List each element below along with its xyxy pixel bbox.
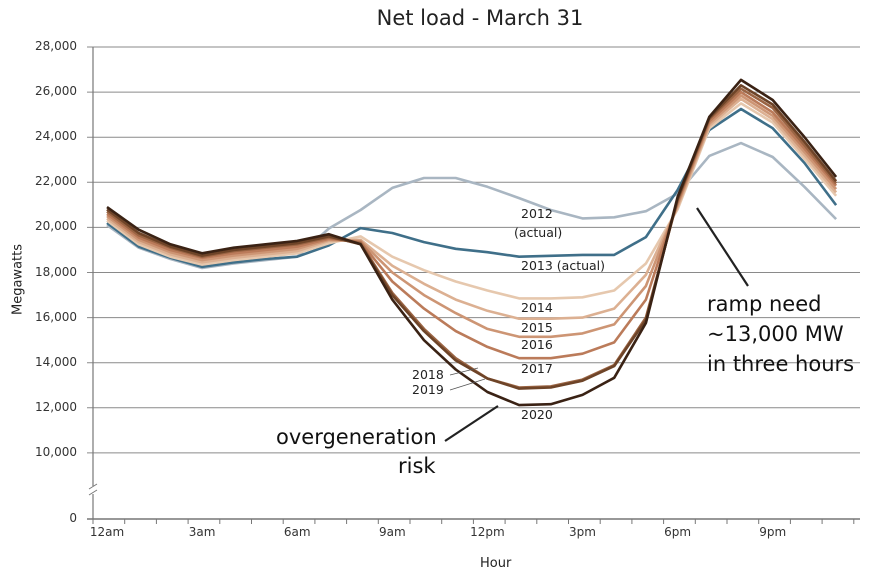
y-tick-label: 10,000 [35, 444, 77, 459]
annotation-ramp-amount: ~13,000 MW [707, 322, 844, 346]
x-tick-label: 9pm [759, 525, 787, 539]
y-axis-label: Megawatts [10, 244, 26, 315]
x-tick-label: 6pm [664, 525, 692, 539]
label-2015: 2015 [521, 320, 553, 335]
series-line-2013 [106, 107, 838, 269]
series-line-2016 [106, 94, 838, 339]
label-2016: 2016 [521, 337, 553, 352]
y-tick-label: 12,000 [35, 399, 77, 414]
x-axis-label: Hour [480, 556, 512, 571]
annotation-risk: risk [398, 454, 436, 478]
pointer-2018 [449, 367, 479, 376]
pointer-overgeneration [444, 405, 499, 442]
series-line-2020 [106, 78, 838, 407]
y-tick-label: 24,000 [35, 129, 77, 144]
series-line-2015 [106, 97, 838, 321]
axis-break-mark [88, 483, 98, 490]
x-tick-label: 3am [188, 525, 216, 539]
x-tick-label: 9am [378, 525, 406, 539]
label-2012: 2012 [521, 206, 553, 221]
y-tick-label: 26,000 [35, 84, 77, 99]
series-line-2014 [106, 102, 838, 300]
y-tick-label: 0 [69, 511, 77, 525]
label-2012-actual: (actual) [514, 225, 563, 240]
label-2017: 2017 [521, 361, 553, 376]
x-tick-label: 12pm [470, 525, 505, 539]
x-tick-label: 6am [283, 525, 311, 539]
label-2018: 2018 [412, 367, 444, 382]
pointer-2019 [449, 378, 486, 391]
y-tick-label: 18,000 [35, 264, 77, 279]
pointer-ramp [696, 207, 749, 287]
series-line-2017 [106, 90, 838, 360]
label-2014: 2014 [521, 300, 553, 315]
y-tick-label: 14,000 [35, 354, 77, 369]
chart-title: Net load - March 31 [376, 6, 584, 30]
y-tick-label: 22,000 [35, 174, 77, 189]
x-tick-label: 12am [89, 525, 125, 539]
x-tick-label: 3pm [569, 525, 596, 539]
annotation-overgeneration: overgeneration [276, 425, 437, 449]
y-tick-label: 28,000 [35, 39, 77, 53]
axis-break-mark [88, 489, 98, 496]
annotation-ramp-need: ramp need [707, 292, 822, 316]
y-tick-label: 16,000 [35, 309, 77, 324]
label-2020: 2020 [521, 407, 553, 422]
label-2013: 2013 (actual) [521, 258, 606, 273]
annotation-ramp-duration: in three hours [707, 352, 855, 376]
y-tick-label: 20,000 [35, 219, 77, 234]
label-2019: 2019 [412, 382, 444, 397]
